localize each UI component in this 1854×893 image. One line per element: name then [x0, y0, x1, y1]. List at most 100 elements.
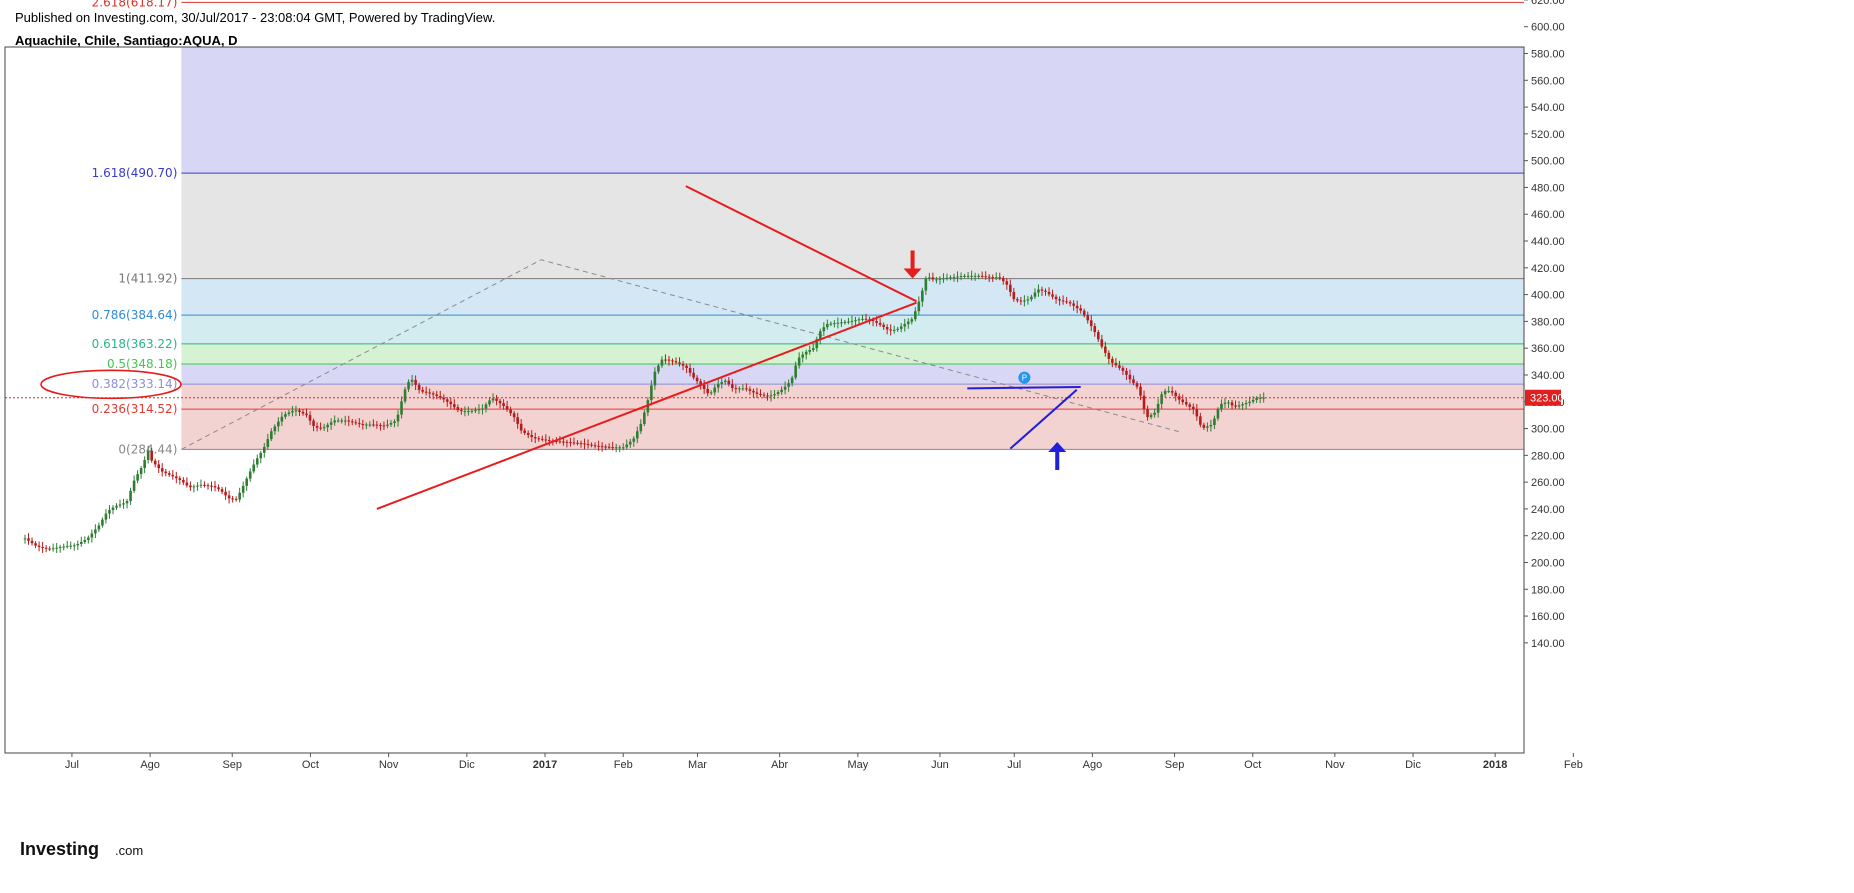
candle-body [139, 468, 143, 475]
candle-body [372, 424, 375, 426]
candle-body [1054, 296, 1058, 300]
candle-body [1058, 299, 1061, 301]
candle-body [1044, 290, 1047, 292]
candle-body [555, 440, 558, 442]
y-tick-label: 480.00 [1531, 182, 1565, 194]
candle-body [1167, 391, 1170, 393]
candle-body [389, 423, 393, 425]
candle-body [76, 543, 80, 546]
y-tick-label: 460.00 [1531, 209, 1565, 221]
candle-body [146, 450, 150, 461]
candle-body [217, 487, 220, 490]
candle-body [488, 400, 491, 405]
fib-label: 0.618(363.22) [92, 337, 178, 351]
candle-body [182, 479, 185, 483]
candle-body [477, 409, 481, 411]
candle-body [579, 443, 583, 445]
candle-body [625, 444, 629, 448]
candle-body [569, 442, 572, 444]
candle-body [1111, 358, 1114, 363]
fib-labels: 0(284.44)0.236(314.52)0.382(333.14)0.5(3… [92, 0, 178, 456]
red-descending-trendline [685, 185, 917, 303]
candle-body [227, 495, 231, 499]
last-price-label: 323.00 [1530, 393, 1564, 405]
candle-body [248, 471, 252, 479]
candle-body [1023, 300, 1026, 302]
candle-body [921, 290, 924, 302]
candle-body [1156, 403, 1160, 413]
candle-body [766, 395, 769, 397]
x-axis-ticks: Jul Ago Sep Oct Nov Dic 2017 Feb Mar Abr May Jun Jul… [65, 753, 1583, 771]
candle-body [650, 385, 653, 401]
y-tick-label: 420.00 [1531, 263, 1565, 275]
candle-body [375, 424, 379, 426]
fib-trend-dashes [181, 259, 1183, 450]
candle-body [122, 503, 125, 505]
candle-body [453, 404, 456, 408]
candle-body [959, 276, 963, 278]
candle-body [1012, 291, 1016, 300]
candle-body [291, 410, 294, 413]
candle-body [361, 424, 365, 426]
y-axis-ticks: 140.00 160.00 180.00 200.00 220.00 240.00 260.… [1524, 0, 1565, 650]
candle-body [1230, 402, 1234, 406]
candle-body [875, 321, 878, 323]
x-tick-label: May [847, 759, 868, 771]
candle-body [530, 435, 534, 438]
candle-body [537, 438, 541, 440]
blue-up-arrow-icon [1048, 441, 1067, 470]
candle-body [1255, 398, 1258, 400]
candle-body [780, 389, 783, 393]
candle-body [41, 546, 44, 548]
candle-body [1209, 424, 1213, 427]
candle-body [945, 277, 949, 279]
candle-body [519, 423, 523, 431]
candle-body [896, 328, 900, 330]
candle-body [745, 388, 748, 390]
candle-body [1001, 278, 1005, 282]
candle-body [928, 277, 931, 279]
x-tick-label: Sep [1165, 759, 1185, 771]
candle-body [284, 414, 287, 417]
candle-body [213, 486, 217, 488]
candle-body [72, 545, 76, 547]
candle-body [804, 351, 808, 355]
fib-zone [181, 173, 1524, 279]
candle-body [882, 324, 885, 328]
candle-body [533, 437, 537, 439]
candle-body [125, 501, 129, 504]
candle-body [738, 388, 741, 390]
candle-body [1118, 365, 1121, 368]
candle-body [794, 365, 797, 378]
candle-body [1128, 374, 1132, 380]
candle-body [277, 421, 280, 427]
candle-body [861, 318, 864, 320]
y-tick-label: 300.00 [1531, 424, 1565, 436]
candle-body [491, 398, 495, 401]
candle-body [502, 403, 505, 407]
candle-body [245, 478, 248, 486]
candle-body [526, 433, 530, 436]
candle-body [857, 319, 861, 321]
candle-body [87, 537, 90, 540]
candle-body [343, 420, 347, 422]
candle-body [231, 498, 234, 500]
candle-body [1100, 339, 1104, 347]
fib-label: 0.236(314.52) [92, 402, 178, 416]
candle-body [752, 390, 755, 393]
fib-zone [181, 278, 1524, 316]
candle-body [653, 371, 657, 386]
candle-body [1019, 300, 1023, 302]
candle-body [618, 447, 622, 449]
candle-body [1072, 303, 1075, 306]
candle-body [935, 279, 938, 281]
candle-body [987, 276, 991, 278]
candle-body [196, 485, 199, 487]
candle-body [255, 458, 259, 465]
candle-body [347, 420, 351, 422]
candle-body [878, 322, 882, 325]
candle-body [942, 278, 945, 280]
y-tick-label: 260.00 [1531, 477, 1565, 489]
candle-body [505, 406, 509, 410]
